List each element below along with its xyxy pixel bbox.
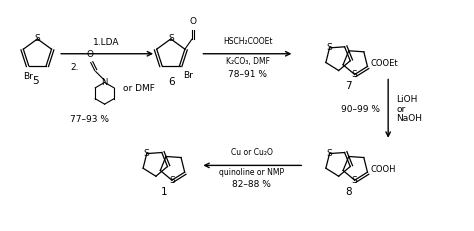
Text: COOEt: COOEt <box>370 59 398 68</box>
Text: or DMF: or DMF <box>123 84 155 93</box>
Text: 1: 1 <box>161 187 167 197</box>
Text: Br: Br <box>183 71 193 80</box>
Text: S: S <box>35 34 40 43</box>
Text: S: S <box>168 34 173 43</box>
Text: O: O <box>86 50 93 59</box>
Text: K₂CO₃, DMF: K₂CO₃, DMF <box>226 57 270 66</box>
Text: 90–99 %: 90–99 % <box>341 105 380 114</box>
Text: HSCH₂COOEt: HSCH₂COOEt <box>223 37 273 46</box>
Text: NaOH: NaOH <box>396 114 422 123</box>
Text: 78–91 %: 78–91 % <box>228 70 267 79</box>
Text: 5: 5 <box>32 76 39 86</box>
Text: S: S <box>169 176 175 185</box>
Text: 82–88 %: 82–88 % <box>232 180 271 189</box>
Text: S: S <box>352 70 357 79</box>
Text: quinoline or NMP: quinoline or NMP <box>219 168 284 177</box>
Text: O: O <box>189 18 196 26</box>
Text: COOH: COOH <box>370 165 396 174</box>
Text: Cu or Cu₂O: Cu or Cu₂O <box>231 149 273 158</box>
Text: 6: 6 <box>168 77 175 88</box>
Text: N: N <box>101 78 108 87</box>
Text: 2.: 2. <box>70 63 79 72</box>
Text: S: S <box>327 149 332 158</box>
Text: S: S <box>327 43 332 52</box>
Text: or: or <box>396 105 405 114</box>
Text: 77–93 %: 77–93 % <box>70 115 109 124</box>
Text: Br: Br <box>23 72 33 81</box>
Text: S: S <box>144 149 150 158</box>
Text: S: S <box>352 176 357 185</box>
Text: 8: 8 <box>346 187 352 197</box>
Text: LiOH: LiOH <box>396 95 418 104</box>
Text: 7: 7 <box>346 81 352 91</box>
Text: 1.LDA: 1.LDA <box>93 38 120 47</box>
